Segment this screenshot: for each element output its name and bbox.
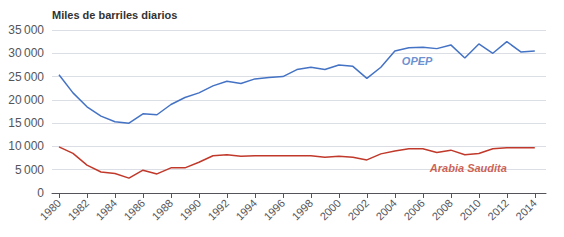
svg-text:2012: 2012	[485, 197, 511, 223]
svg-text:2004: 2004	[373, 197, 399, 223]
svg-text:1996: 1996	[261, 197, 287, 223]
svg-text:15 000: 15 000	[8, 116, 44, 130]
svg-text:1984: 1984	[93, 197, 119, 223]
svg-text:2002: 2002	[345, 197, 371, 223]
svg-text:35 000: 35 000	[8, 23, 44, 37]
svg-text:2008: 2008	[429, 197, 455, 223]
svg-text:1980: 1980	[37, 197, 63, 223]
svg-text:30 000: 30 000	[8, 46, 44, 60]
svg-text:2006: 2006	[401, 197, 427, 223]
svg-text:1982: 1982	[65, 197, 91, 223]
svg-text:1998: 1998	[289, 197, 315, 223]
svg-text:1990: 1990	[177, 197, 203, 223]
svg-text:Arabia Saudita: Arabia Saudita	[429, 162, 507, 174]
svg-text:0: 0	[37, 186, 44, 200]
svg-text:OPEP: OPEP	[402, 55, 433, 67]
svg-text:10 000: 10 000	[8, 139, 44, 153]
svg-text:5 000: 5 000	[15, 163, 44, 177]
svg-text:1986: 1986	[121, 197, 147, 223]
svg-text:Miles de barriles diarios: Miles de barriles diarios	[52, 9, 177, 21]
svg-text:25 000: 25 000	[8, 70, 44, 84]
svg-text:2014: 2014	[513, 197, 539, 223]
svg-text:1988: 1988	[149, 197, 175, 223]
svg-text:1994: 1994	[233, 197, 259, 223]
svg-text:2000: 2000	[317, 197, 343, 223]
svg-text:2010: 2010	[457, 197, 483, 223]
svg-text:20 000: 20 000	[8, 93, 44, 107]
svg-text:1992: 1992	[205, 197, 231, 223]
